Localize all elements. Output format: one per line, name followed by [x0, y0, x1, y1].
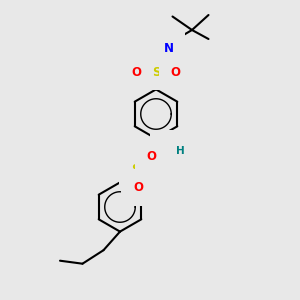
- Text: H: H: [153, 43, 162, 53]
- Text: O: O: [133, 181, 143, 194]
- Text: N: N: [164, 41, 174, 55]
- Text: O: O: [131, 65, 142, 79]
- Text: H: H: [176, 146, 184, 157]
- Text: S: S: [131, 163, 139, 176]
- Text: S: S: [152, 65, 160, 79]
- Text: O: O: [170, 65, 181, 79]
- Text: O: O: [146, 149, 157, 163]
- Text: N: N: [161, 142, 172, 155]
